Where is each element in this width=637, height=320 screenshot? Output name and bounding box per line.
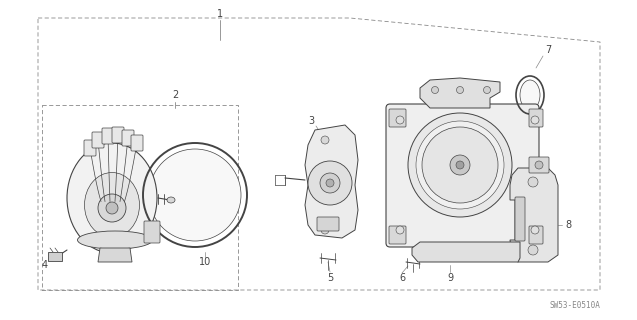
Circle shape [528,177,538,187]
FancyBboxPatch shape [529,226,543,244]
FancyBboxPatch shape [317,217,339,231]
FancyBboxPatch shape [529,109,543,127]
Circle shape [456,161,464,169]
Circle shape [531,116,539,124]
Circle shape [396,226,404,234]
Polygon shape [420,78,500,108]
FancyBboxPatch shape [529,157,549,173]
Text: 8: 8 [565,220,571,230]
Circle shape [531,226,539,234]
Ellipse shape [520,80,540,110]
Circle shape [321,136,329,144]
Circle shape [321,226,329,234]
Ellipse shape [78,231,152,249]
Polygon shape [98,248,132,262]
Circle shape [149,149,241,241]
Circle shape [431,86,438,93]
Circle shape [535,161,543,169]
FancyBboxPatch shape [386,104,539,247]
FancyBboxPatch shape [102,128,114,144]
Ellipse shape [67,143,157,253]
FancyBboxPatch shape [122,130,134,146]
Circle shape [106,202,118,214]
Circle shape [326,179,334,187]
Ellipse shape [85,172,140,237]
Circle shape [422,127,498,203]
Text: 4: 4 [42,260,48,270]
Circle shape [450,155,470,175]
FancyBboxPatch shape [84,140,96,156]
FancyBboxPatch shape [131,135,143,151]
Polygon shape [510,168,558,262]
Text: 5: 5 [327,273,333,283]
FancyBboxPatch shape [389,109,406,127]
Polygon shape [305,125,358,238]
FancyBboxPatch shape [515,197,525,241]
Polygon shape [412,242,520,262]
Text: 7: 7 [545,45,551,55]
Circle shape [483,86,490,93]
Text: 10: 10 [199,257,211,267]
FancyBboxPatch shape [144,221,160,243]
Text: 6: 6 [399,273,405,283]
FancyBboxPatch shape [389,226,406,244]
Circle shape [528,245,538,255]
FancyBboxPatch shape [92,132,104,148]
Circle shape [416,121,504,209]
Text: 2: 2 [172,90,178,100]
Circle shape [396,116,404,124]
Text: 9: 9 [447,273,453,283]
Circle shape [457,86,464,93]
Text: 3: 3 [308,116,314,126]
Ellipse shape [167,197,175,203]
Circle shape [320,173,340,193]
FancyBboxPatch shape [112,127,124,143]
Text: 1: 1 [217,9,223,19]
Bar [48,252,62,261]
Circle shape [98,194,126,222]
Text: SW53-E0510A: SW53-E0510A [549,301,600,310]
Circle shape [308,161,352,205]
Circle shape [408,113,512,217]
